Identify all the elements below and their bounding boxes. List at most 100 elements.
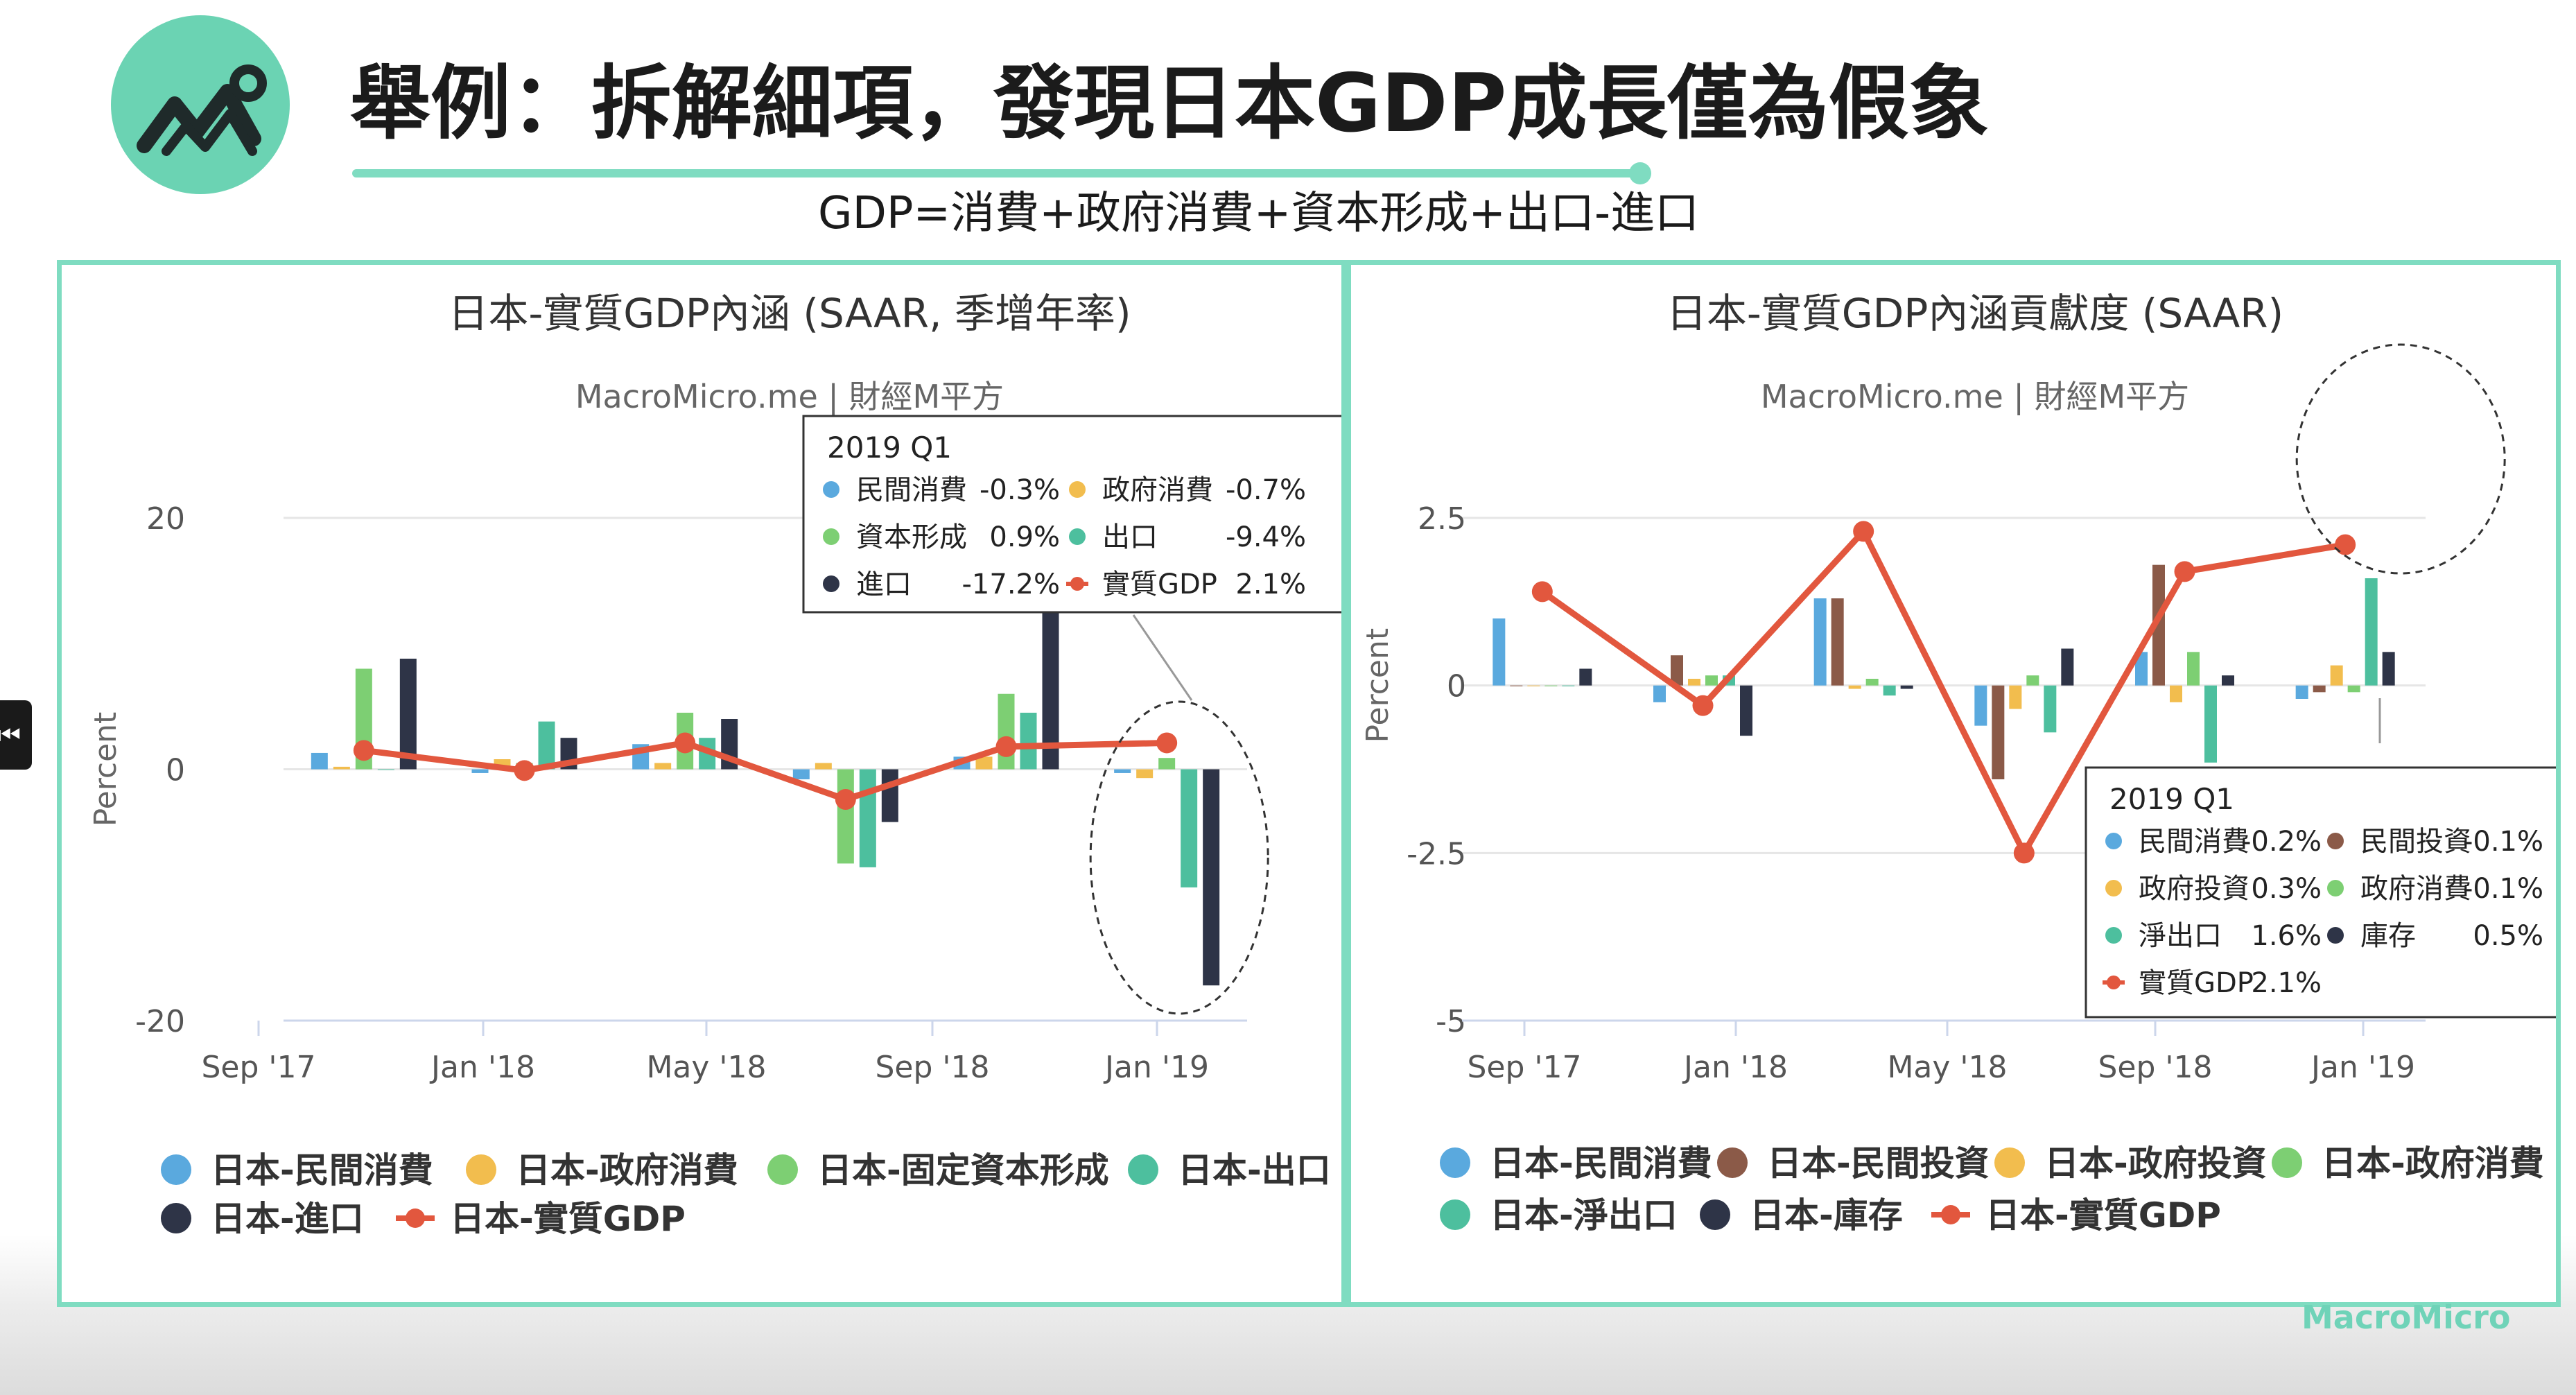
legend-label: 日本-進口 — [211, 1199, 364, 1239]
bar — [1653, 685, 1666, 702]
tooltip-dot — [2327, 927, 2344, 944]
legend-label: 日本-淨出口 — [1490, 1195, 1678, 1236]
legend-label: 日本-政府投資 — [2044, 1143, 2267, 1184]
tooltip-label: 實質GDP — [1102, 569, 1217, 600]
gdp-point — [2013, 842, 2035, 864]
x-tick-label: Jan '19 — [1103, 1050, 1209, 1085]
bar — [399, 659, 417, 770]
tooltip-label: 政府消費 — [1102, 474, 1213, 506]
tooltip-dot — [1069, 528, 1086, 545]
legend-label: 日本-實質GDP — [450, 1199, 686, 1239]
gdp-point — [2335, 534, 2356, 555]
bar — [1203, 769, 1220, 986]
bar — [815, 763, 832, 770]
bar — [1671, 655, 1683, 686]
bar — [538, 721, 555, 770]
bar — [1181, 769, 1198, 887]
gdp-line — [1540, 528, 2346, 856]
chart-subtitle: MacroMicro.me | 財經M平方 — [1761, 378, 2189, 416]
legend-label: 日本-庫存 — [1750, 1195, 1903, 1236]
gdp-components-chart: 日本-實質GDP內涵 (SAAR, 季增年率) MacroMicro.me | 財… — [88, 290, 1341, 1239]
tooltip-dot — [2105, 927, 2122, 944]
tooltip-label: 政府投資 — [2139, 873, 2249, 905]
legend-label: 日本-實質GDP — [1985, 1195, 2221, 1236]
y-tick-label: 0 — [166, 753, 185, 788]
gdp-point — [675, 732, 696, 754]
bar — [1813, 598, 1827, 686]
bar — [311, 752, 328, 770]
gdp-point — [835, 789, 856, 810]
tooltip-value: -0.1% — [2463, 873, 2543, 905]
legend-label: 日本-政府消費 — [2322, 1143, 2544, 1184]
tooltip-value: 0.9% — [989, 521, 1060, 553]
gdp-line — [363, 739, 1167, 803]
gdp-point — [353, 740, 374, 761]
bar — [1020, 712, 1037, 770]
bar — [1136, 769, 1154, 779]
bar — [2061, 648, 2074, 686]
x-tick-label: Sep '18 — [2098, 1050, 2213, 1085]
tooltip-value: 0.3% — [2251, 873, 2322, 905]
legend-dot — [767, 1154, 798, 1185]
legend-line-marker-dot — [1941, 1205, 1960, 1224]
highlight-ellipse — [2295, 343, 2506, 575]
tooltip-value: -9.4% — [1226, 521, 1306, 553]
tooltip-dot — [2105, 880, 2122, 896]
tooltip-value: -0.2% — [2241, 826, 2322, 858]
gdp-point — [2174, 561, 2195, 582]
bar — [792, 769, 810, 779]
tooltip-label: 民間投資 — [2360, 826, 2471, 858]
bar — [2295, 685, 2308, 699]
tooltip-label: 庫存 — [2360, 920, 2416, 952]
y-tick-label: 0 — [1447, 669, 1466, 704]
gdp-point — [1156, 732, 1178, 754]
bar — [1158, 758, 1176, 770]
y-tick-label: -20 — [135, 1004, 185, 1039]
chart-line-icon — [137, 64, 267, 156]
legend-label: 日本-出口 — [1178, 1150, 1331, 1190]
tooltip-value: -0.7% — [1226, 474, 1306, 506]
bar — [1974, 685, 1987, 726]
bar — [1114, 769, 1131, 773]
tooltip-value: -0.1% — [2463, 826, 2543, 858]
slide-title: 舉例：拆解細項，發現日本GDP成長僅為假象 — [350, 57, 1990, 150]
x-tick-label: May '18 — [646, 1050, 766, 1085]
bar — [881, 769, 898, 822]
tooltip-label: 淨出口 — [2139, 920, 2222, 952]
tooltip-value: -0.3% — [980, 474, 1060, 506]
bar — [1865, 679, 1879, 686]
x-tick-label: Sep '17 — [202, 1050, 316, 1085]
y-tick-label: 20 — [146, 501, 185, 537]
tooltip-value: 0.5% — [2473, 920, 2543, 952]
legend-dot — [466, 1154, 496, 1185]
tooltip-label: 進口 — [856, 569, 912, 600]
tooltip-title: 2019 Q1 — [2109, 782, 2234, 816]
side-collapse-tab[interactable]: ⏮ — [0, 700, 32, 770]
legend-label: 日本-民間投資 — [1767, 1143, 1990, 1184]
legend-dot — [1440, 1147, 1470, 1178]
bar — [1688, 679, 1700, 686]
title-underline — [352, 169, 1642, 177]
x-tick-label: Jan '18 — [429, 1050, 535, 1085]
bar — [2044, 685, 2057, 733]
bar — [1740, 685, 1752, 736]
legend-dot — [1700, 1199, 1730, 1230]
tooltip-value: 2.1% — [2251, 967, 2322, 999]
bar — [2347, 685, 2360, 693]
tooltip-value: -17.2% — [961, 569, 1060, 600]
bar — [2204, 685, 2217, 763]
bar — [1579, 668, 1592, 686]
tooltip-value: 1.6% — [2251, 920, 2322, 952]
brand-watermark: MacroMicro — [2301, 1299, 2511, 1336]
bar — [471, 769, 489, 773]
y-axis-label: Percent — [88, 712, 123, 827]
rewind-icon: ⏮ — [0, 720, 21, 750]
x-tick-label: Sep '17 — [1468, 1050, 1582, 1085]
tooltip-label: 資本形成 — [856, 521, 967, 553]
tooltip-dot — [823, 481, 839, 498]
tooltip-title: 2019 Q1 — [827, 431, 952, 465]
chart-title: 日本-實質GDP內涵貢獻度 (SAAR) — [1666, 290, 2283, 337]
tooltip-label: 政府消費 — [2360, 873, 2471, 905]
